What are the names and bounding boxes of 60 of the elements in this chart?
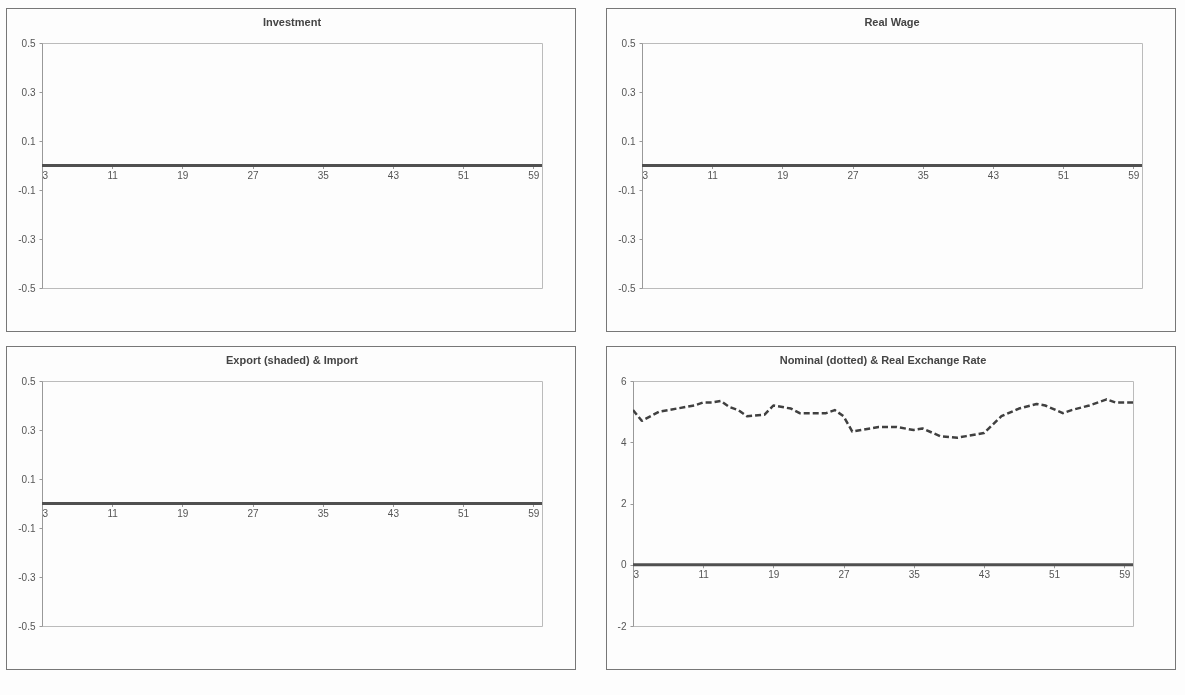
line-series [633, 398, 1133, 439]
x-tick-label: 11 [107, 508, 119, 519]
x-tick-label: 35 [317, 508, 330, 519]
x-tick-label: 35 [917, 170, 930, 181]
x-tick-label: 3 [42, 508, 49, 519]
y-tick-label: -0.1 [18, 184, 36, 196]
x-tick-label: 59 [1128, 170, 1140, 181]
x-tick-label: 43 [987, 170, 1000, 181]
x-tick-label: 51 [457, 508, 470, 519]
y-tick-label: 0.5 [621, 37, 636, 49]
x-tick-label: 59 [528, 508, 540, 519]
x-tick-label: 35 [317, 170, 330, 181]
x-tick-label: 51 [1048, 569, 1061, 581]
x-tick-label: 3 [633, 569, 640, 581]
x-tick-label: 11 [698, 569, 710, 581]
x-tick-label: 19 [768, 569, 780, 581]
x-tick-label: 19 [177, 508, 189, 519]
x-tick-label: 51 [457, 170, 470, 181]
x-tick-label: 43 [387, 508, 400, 519]
chart-title: Export (shaded) & Import [225, 354, 359, 366]
y-tick-label: 0 [620, 559, 627, 571]
x-tick-label: 51 [1057, 170, 1070, 181]
x-tick-label: 43 [978, 569, 991, 581]
x-tick-label: 59 [1119, 569, 1131, 581]
y-tick-label: -0.5 [18, 282, 36, 294]
x-tick-label: 27 [847, 170, 860, 181]
y-tick-label: -0.3 [18, 233, 36, 245]
x-tick-label: 27 [838, 569, 851, 581]
y-tick-label: 0.1 [21, 473, 36, 485]
x-tick-label: 19 [777, 170, 789, 181]
y-tick-label: 0.1 [21, 135, 36, 147]
y-tick-label: 0.1 [621, 135, 636, 147]
y-tick-label: -0.1 [618, 184, 636, 196]
x-tick-label: 59 [528, 170, 540, 181]
x-tick-label: 27 [247, 508, 260, 519]
chart-title: Investment [262, 16, 322, 28]
y-tick-label: 0.3 [21, 86, 36, 98]
x-tick-label: 3 [642, 170, 649, 181]
x-tick-label: 35 [908, 569, 921, 581]
y-tick-label: 4 [620, 436, 627, 448]
y-tick-label: 0.3 [621, 86, 636, 98]
y-tick-label: -0.3 [618, 233, 636, 245]
x-tick-label: 11 [707, 170, 719, 181]
x-tick-label: 19 [177, 170, 189, 181]
x-tick-label: 3 [42, 170, 49, 181]
y-tick-label: 0.5 [21, 375, 36, 387]
y-tick-label: 6 [620, 375, 627, 387]
x-tick-label: 27 [247, 170, 260, 181]
y-tick-label: -0.3 [18, 571, 36, 583]
chart-title: Real Wage [864, 16, 920, 28]
y-tick-label: 0.3 [21, 424, 36, 436]
x-tick-label: 11 [107, 170, 119, 181]
y-tick-label: -0.1 [18, 522, 36, 534]
y-tick-label: -0.5 [618, 282, 636, 294]
y-tick-label: 0.5 [21, 37, 36, 49]
x-tick-label: 43 [387, 170, 400, 181]
y-tick-label: 2 [620, 498, 627, 509]
chart-title: Nominal (dotted) & Real Exchange Rate [779, 354, 987, 366]
y-tick-label: -0.5 [18, 620, 36, 632]
y-tick-label: -2 [617, 620, 627, 632]
